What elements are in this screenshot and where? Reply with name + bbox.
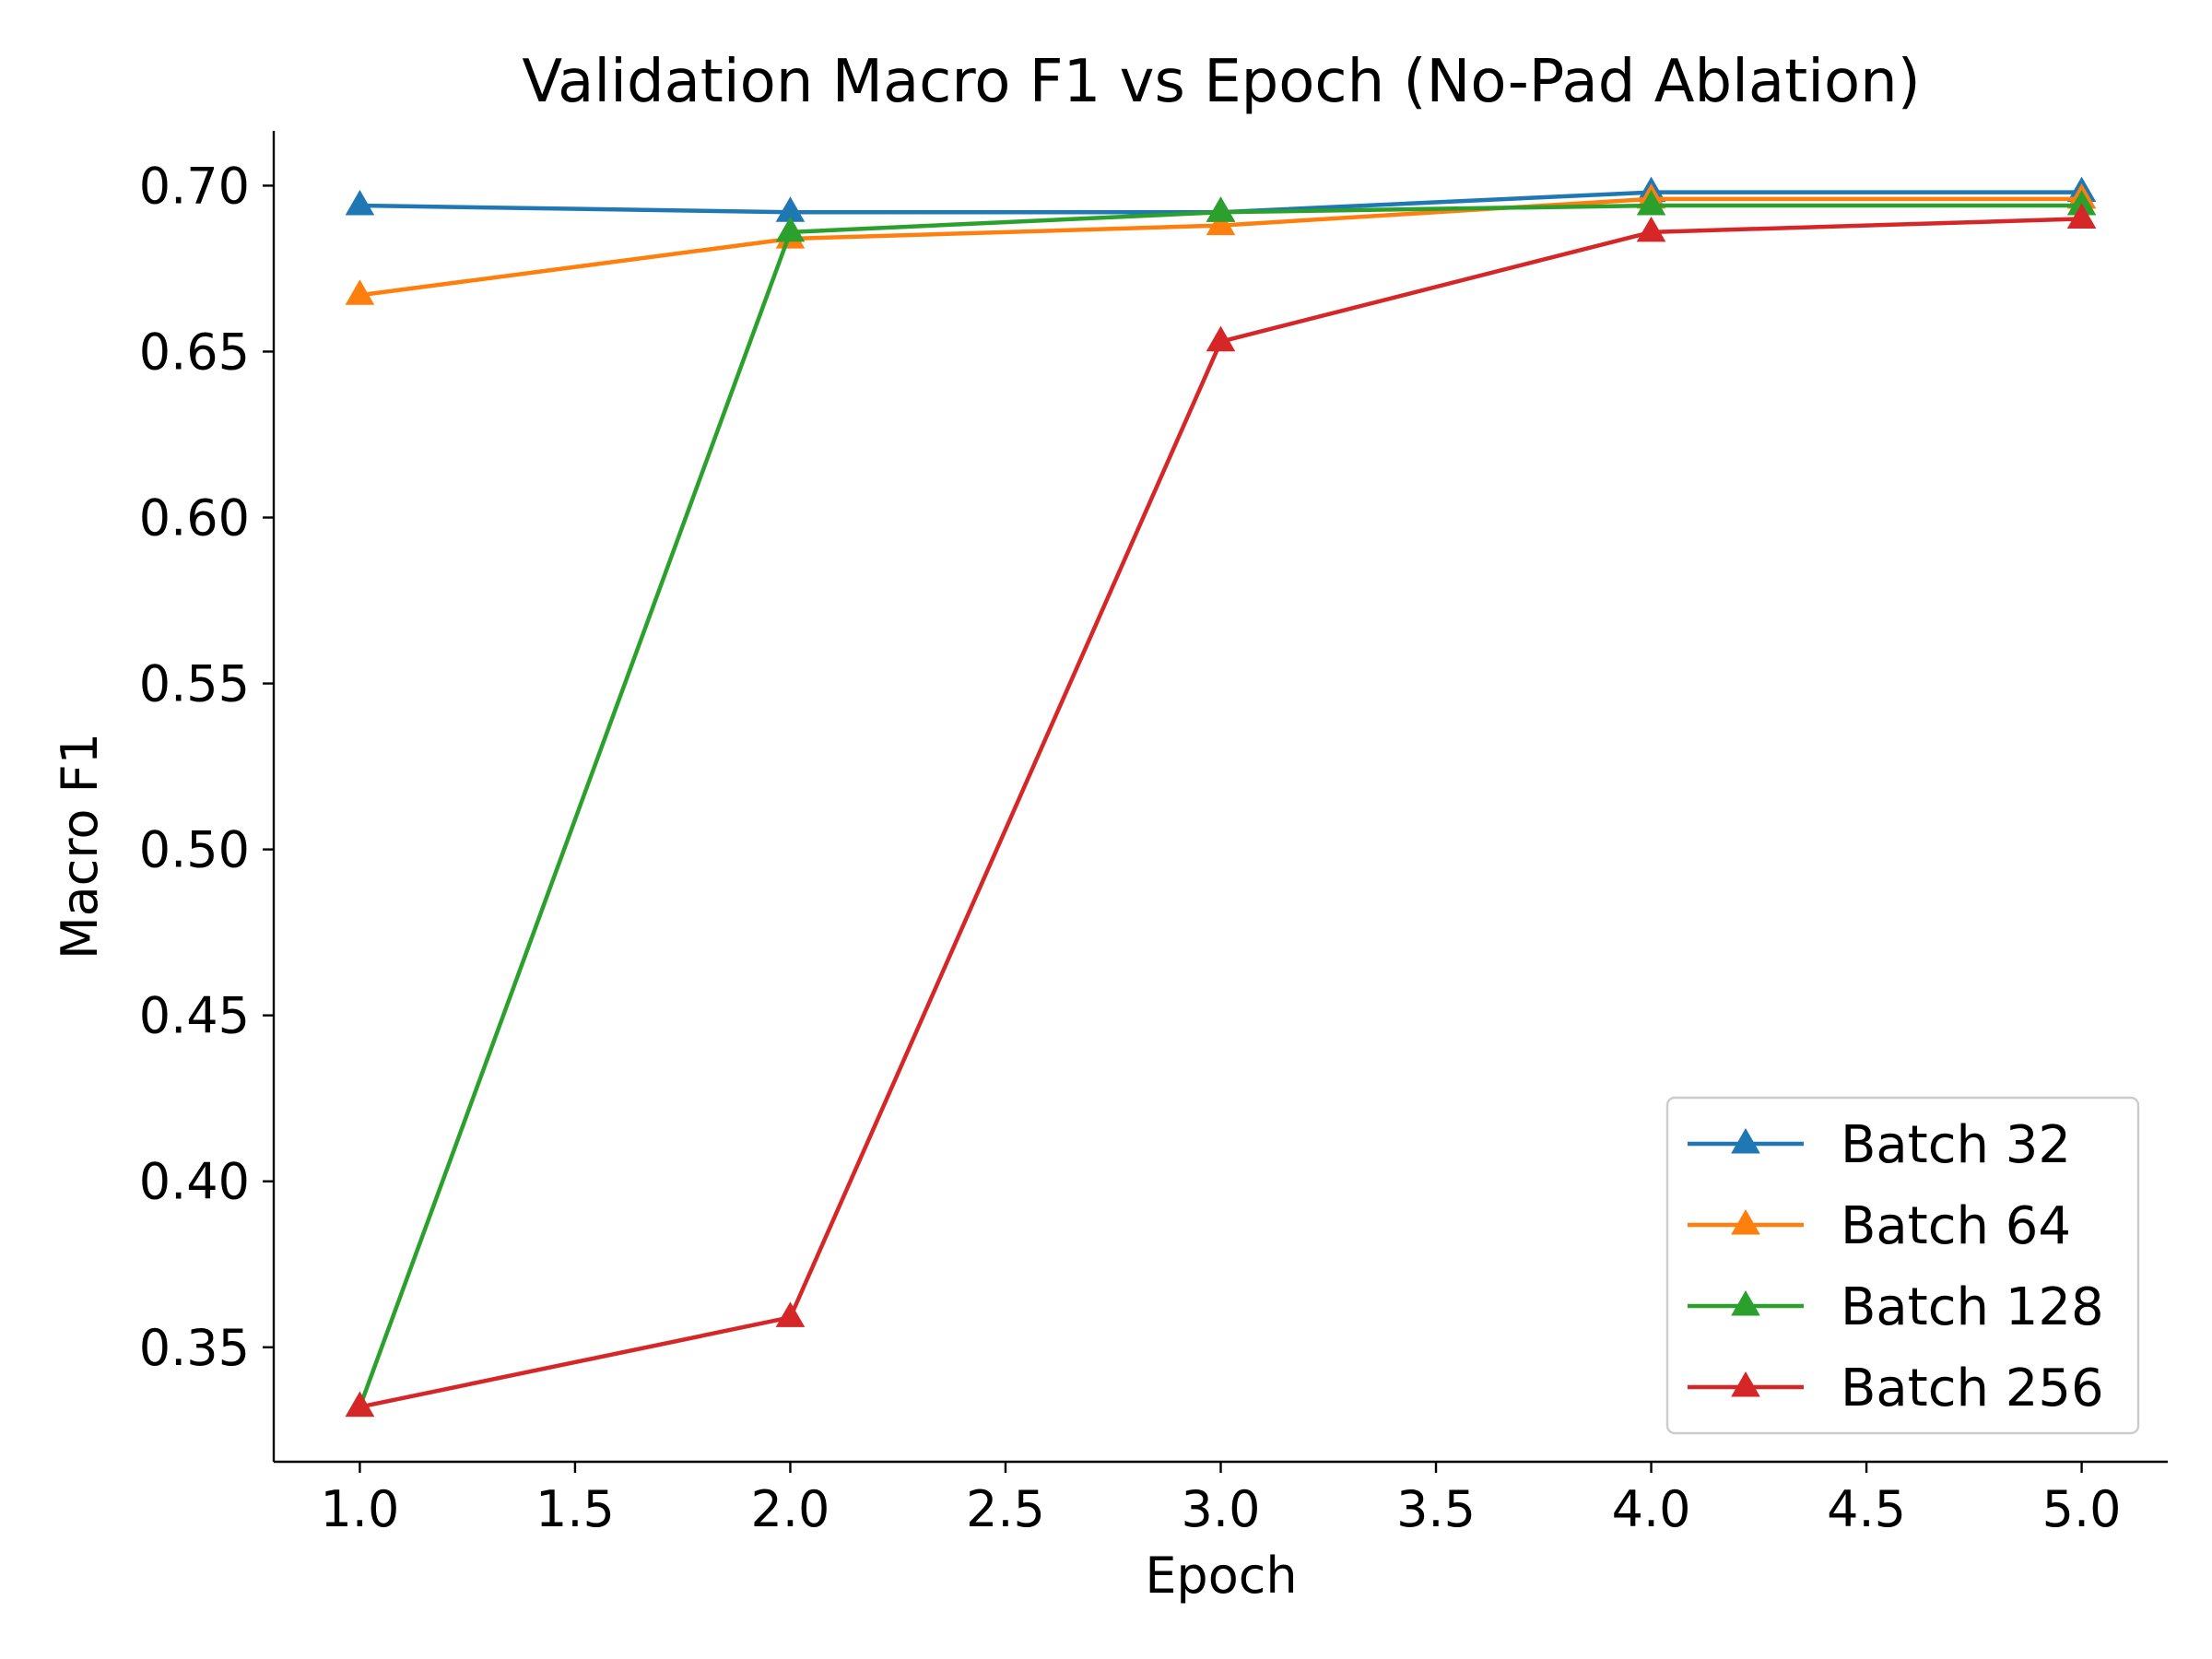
x-tick-label: 4.5 [1827, 1480, 1906, 1538]
legend-item: Batch 32 [1688, 1115, 2071, 1175]
data-point [2066, 190, 2097, 216]
x-tick-label: 5.0 [2042, 1480, 2122, 1538]
data-point [345, 190, 375, 216]
legend: Batch 32 Batch 64 Batch 128 Batch 256 [1665, 1096, 2140, 1435]
x-tick-label: 3.0 [1182, 1480, 1261, 1538]
chart-title: Validation Macro F1 vs Epoch (No-Pad Abl… [522, 48, 1920, 116]
y-tick-label: 0.40 [139, 1153, 250, 1211]
legend-box [1665, 1096, 2140, 1435]
legend-marker [1731, 1128, 1760, 1154]
legend-label: Batch 32 [1841, 1115, 2071, 1175]
series-batch-256 [345, 203, 2097, 1418]
y-tick-label: 0.65 [139, 323, 250, 381]
data-point [1636, 216, 1666, 242]
x-tick-label: 1.5 [535, 1480, 615, 1538]
y-tick-label: 0.55 [139, 655, 250, 713]
y-tick-label: 0.70 [139, 157, 250, 215]
legend-marker [1731, 1371, 1760, 1397]
data-point [345, 1391, 375, 1418]
legend-marker [1731, 1290, 1760, 1316]
data-point [1206, 209, 1236, 236]
x-tick-label: 2.0 [751, 1480, 830, 1538]
x-tick-label: 4.0 [1612, 1480, 1691, 1538]
series-layer [345, 176, 2097, 1418]
legend-item: Batch 128 [1688, 1277, 2104, 1337]
legend-label: Batch 256 [1841, 1359, 2104, 1418]
data-point [1636, 190, 1666, 216]
x-tick-label: 1.0 [320, 1480, 399, 1538]
x-tick-label: 2.5 [966, 1480, 1045, 1538]
y-tick-label: 0.60 [139, 489, 250, 547]
legend-item: Batch 64 [1688, 1196, 2071, 1256]
data-point [345, 279, 375, 305]
legend-label: Batch 128 [1841, 1277, 2104, 1337]
legend-label: Batch 64 [1841, 1196, 2071, 1256]
y-axis-label: Macro F1 [51, 733, 109, 959]
data-point [1206, 325, 1236, 352]
axes-layer: 1.0 1.5 2.0 2.5 3.0 3.5 4.0 4.5 5.0 0.35 0.40 0.45 0… [139, 131, 2168, 1538]
y-tick-label: 0.35 [139, 1319, 250, 1377]
legend-item: Batch 256 [1688, 1359, 2104, 1418]
data-point [1206, 196, 1236, 222]
y-tick-label: 0.50 [139, 821, 250, 879]
data-point [775, 196, 806, 222]
data-point [2066, 203, 2097, 229]
y-tick-label: 0.45 [139, 987, 250, 1045]
legend-marker [1731, 1209, 1760, 1235]
data-point [775, 216, 806, 242]
data-point [775, 1301, 806, 1327]
x-tick-label: 3.5 [1396, 1480, 1476, 1538]
x-axis-label: Epoch [1145, 1547, 1297, 1605]
